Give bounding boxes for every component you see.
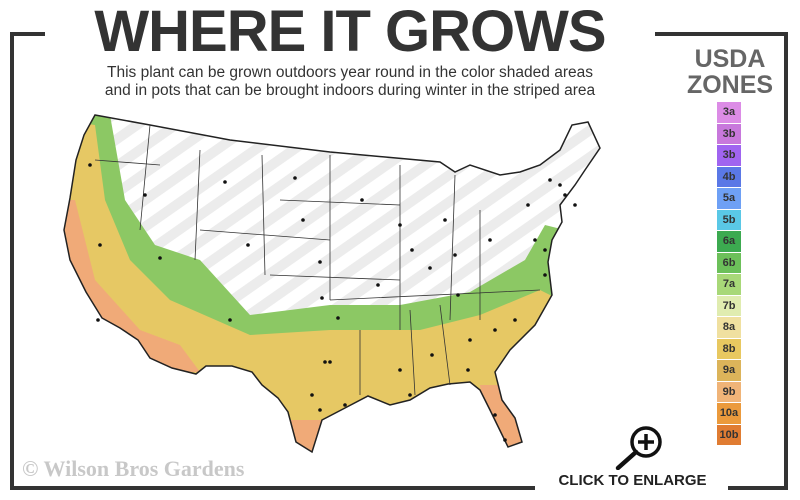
legend-zone-10b: 10b bbox=[717, 424, 741, 445]
city-marker bbox=[408, 393, 412, 397]
city-marker bbox=[558, 183, 562, 187]
city-marker bbox=[493, 328, 497, 332]
city-marker bbox=[443, 218, 447, 222]
us-zone-map[interactable] bbox=[60, 105, 620, 455]
city-marker bbox=[376, 283, 380, 287]
click-to-enlarge-button[interactable]: CLICK TO ENLARGE bbox=[540, 420, 725, 495]
city-marker bbox=[573, 203, 577, 207]
city-marker bbox=[543, 248, 547, 252]
subtitle-line-1: This plant can be grown outdoors year ro… bbox=[107, 64, 593, 81]
legend-zone-3b: 3b bbox=[717, 123, 741, 144]
city-marker bbox=[493, 413, 497, 417]
page-title: WHERE IT GROWS bbox=[94, 0, 606, 64]
city-marker bbox=[98, 243, 102, 247]
city-marker bbox=[96, 318, 100, 322]
usda-zone-legend: 3a 3b 3b 4b 5a 5b 6a 6b 7a 7b 8a 8b 9a 9b 10a 10b bbox=[717, 102, 741, 446]
legend-zone-10a: 10a bbox=[717, 403, 741, 424]
legend-zone-8a: 8a bbox=[717, 317, 741, 338]
city-marker bbox=[430, 353, 434, 357]
city-marker bbox=[143, 193, 147, 197]
city-marker bbox=[526, 203, 530, 207]
copyright-watermark: © Wilson Bros Gardens bbox=[22, 456, 245, 481]
city-marker bbox=[310, 393, 314, 397]
city-marker bbox=[398, 368, 402, 372]
legend-zone-7b: 7b bbox=[717, 295, 741, 316]
city-marker bbox=[246, 243, 250, 247]
frame-top-left bbox=[10, 32, 45, 36]
city-marker bbox=[336, 316, 340, 320]
city-marker bbox=[533, 238, 537, 242]
city-marker bbox=[410, 248, 414, 252]
city-marker bbox=[293, 176, 297, 180]
legend-zone-8b: 8b bbox=[717, 338, 741, 359]
legend-zone-4b: 4b bbox=[717, 166, 741, 187]
legend-title-line-2: ZONES bbox=[686, 71, 774, 99]
legend-zone-6b: 6b bbox=[717, 252, 741, 273]
city-marker bbox=[158, 256, 162, 260]
frame-left bbox=[10, 32, 14, 490]
legend-zone-9b: 9b bbox=[717, 381, 741, 402]
legend-title-line-1: USDA bbox=[694, 45, 766, 73]
city-marker bbox=[466, 368, 470, 372]
city-markers bbox=[88, 163, 577, 442]
city-marker bbox=[318, 408, 322, 412]
city-marker bbox=[543, 273, 547, 277]
city-marker bbox=[360, 198, 364, 202]
city-marker bbox=[301, 218, 305, 222]
legend-title: USDA ZONES bbox=[680, 46, 780, 98]
frame-right bbox=[784, 32, 788, 490]
city-marker bbox=[488, 238, 492, 242]
city-marker bbox=[453, 253, 457, 257]
legend-zone-5b: 5b bbox=[717, 209, 741, 230]
orange-zone-florida bbox=[480, 385, 525, 450]
city-marker bbox=[323, 360, 327, 364]
orange-zone-texas bbox=[280, 420, 330, 452]
subtitle: This plant can be grown outdoors year ro… bbox=[40, 64, 660, 100]
city-marker bbox=[343, 403, 347, 407]
city-marker bbox=[398, 223, 402, 227]
legend-zone-3b: 3b bbox=[717, 145, 741, 166]
legend-zone-5a: 5a bbox=[717, 188, 741, 209]
frame-top-right bbox=[655, 32, 788, 36]
city-marker bbox=[223, 180, 227, 184]
city-marker bbox=[328, 360, 332, 364]
frame-bottom-left bbox=[10, 486, 535, 490]
legend-zone-3a: 3a bbox=[717, 102, 741, 123]
city-marker bbox=[88, 163, 92, 167]
click-to-enlarge-label: CLICK TO ENLARGE bbox=[558, 472, 707, 489]
legend-zone-7a: 7a bbox=[717, 274, 741, 295]
map-fill bbox=[64, 115, 600, 452]
zoom-in-magnifier-icon bbox=[615, 426, 662, 470]
city-marker bbox=[548, 178, 552, 182]
city-marker bbox=[428, 266, 432, 270]
legend-zone-6a: 6a bbox=[717, 231, 741, 252]
city-marker bbox=[318, 260, 322, 264]
legend-zone-9a: 9a bbox=[717, 360, 741, 381]
frame-bottom-right bbox=[728, 486, 788, 490]
city-marker bbox=[456, 293, 460, 297]
subtitle-line-2: and in pots that can be brought indoors … bbox=[104, 82, 596, 99]
city-marker bbox=[513, 318, 517, 322]
city-marker bbox=[228, 318, 232, 322]
city-marker bbox=[320, 296, 324, 300]
city-marker bbox=[503, 438, 507, 442]
city-marker bbox=[468, 338, 472, 342]
state-borders bbox=[94, 124, 541, 396]
city-marker bbox=[563, 193, 567, 197]
